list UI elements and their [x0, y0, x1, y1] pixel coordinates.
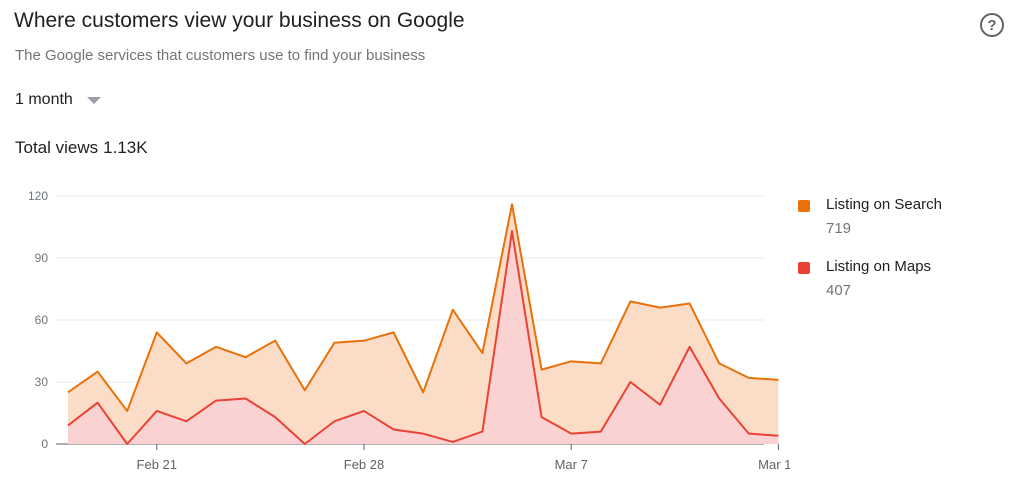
total-views-value: 1.13K: [103, 138, 148, 157]
maps-series-line: [67, 230, 779, 445]
maps-area: [68, 231, 779, 444]
legend-swatch-maps: [798, 262, 810, 274]
period-dropdown[interactable]: 1 month: [15, 91, 101, 109]
card-subtitle: The Google services that customers use t…: [15, 47, 426, 64]
legend-label-search: Listing on Search: [826, 196, 942, 213]
y-tick-label: 60: [35, 313, 49, 327]
legend-swatch-search: [798, 200, 810, 212]
y-tick-label: 0: [41, 437, 48, 451]
card-title: Where customers view your business on Go…: [14, 9, 465, 32]
total-views-label: Total views: [15, 138, 99, 157]
search-area: [68, 204, 779, 444]
x-tick-label: Feb 28: [344, 457, 384, 472]
x-tick-label: Feb 21: [137, 457, 177, 472]
search-series-line: [67, 203, 779, 412]
legend-value-search: 719: [826, 220, 852, 237]
chevron-down-icon: [86, 96, 101, 104]
y-tick-label: 90: [35, 251, 49, 265]
total-views: Total views 1.13K: [15, 138, 153, 158]
x-tick-label: Mar 14: [758, 457, 790, 472]
views-area-chart: 0 30 60 90 120 Feb 21 Feb 28 Mar 7 Mar 14: [28, 189, 790, 472]
x-tick-label: Mar 7: [555, 457, 588, 472]
period-selected-value: 1 month: [15, 91, 73, 108]
legend-value-maps: 407: [826, 282, 852, 299]
legend-label-maps: Listing on Maps: [826, 258, 932, 275]
help-icon[interactable]: ?: [980, 13, 1004, 37]
y-tick-label: 120: [28, 189, 48, 203]
y-tick-label: 30: [35, 375, 49, 389]
